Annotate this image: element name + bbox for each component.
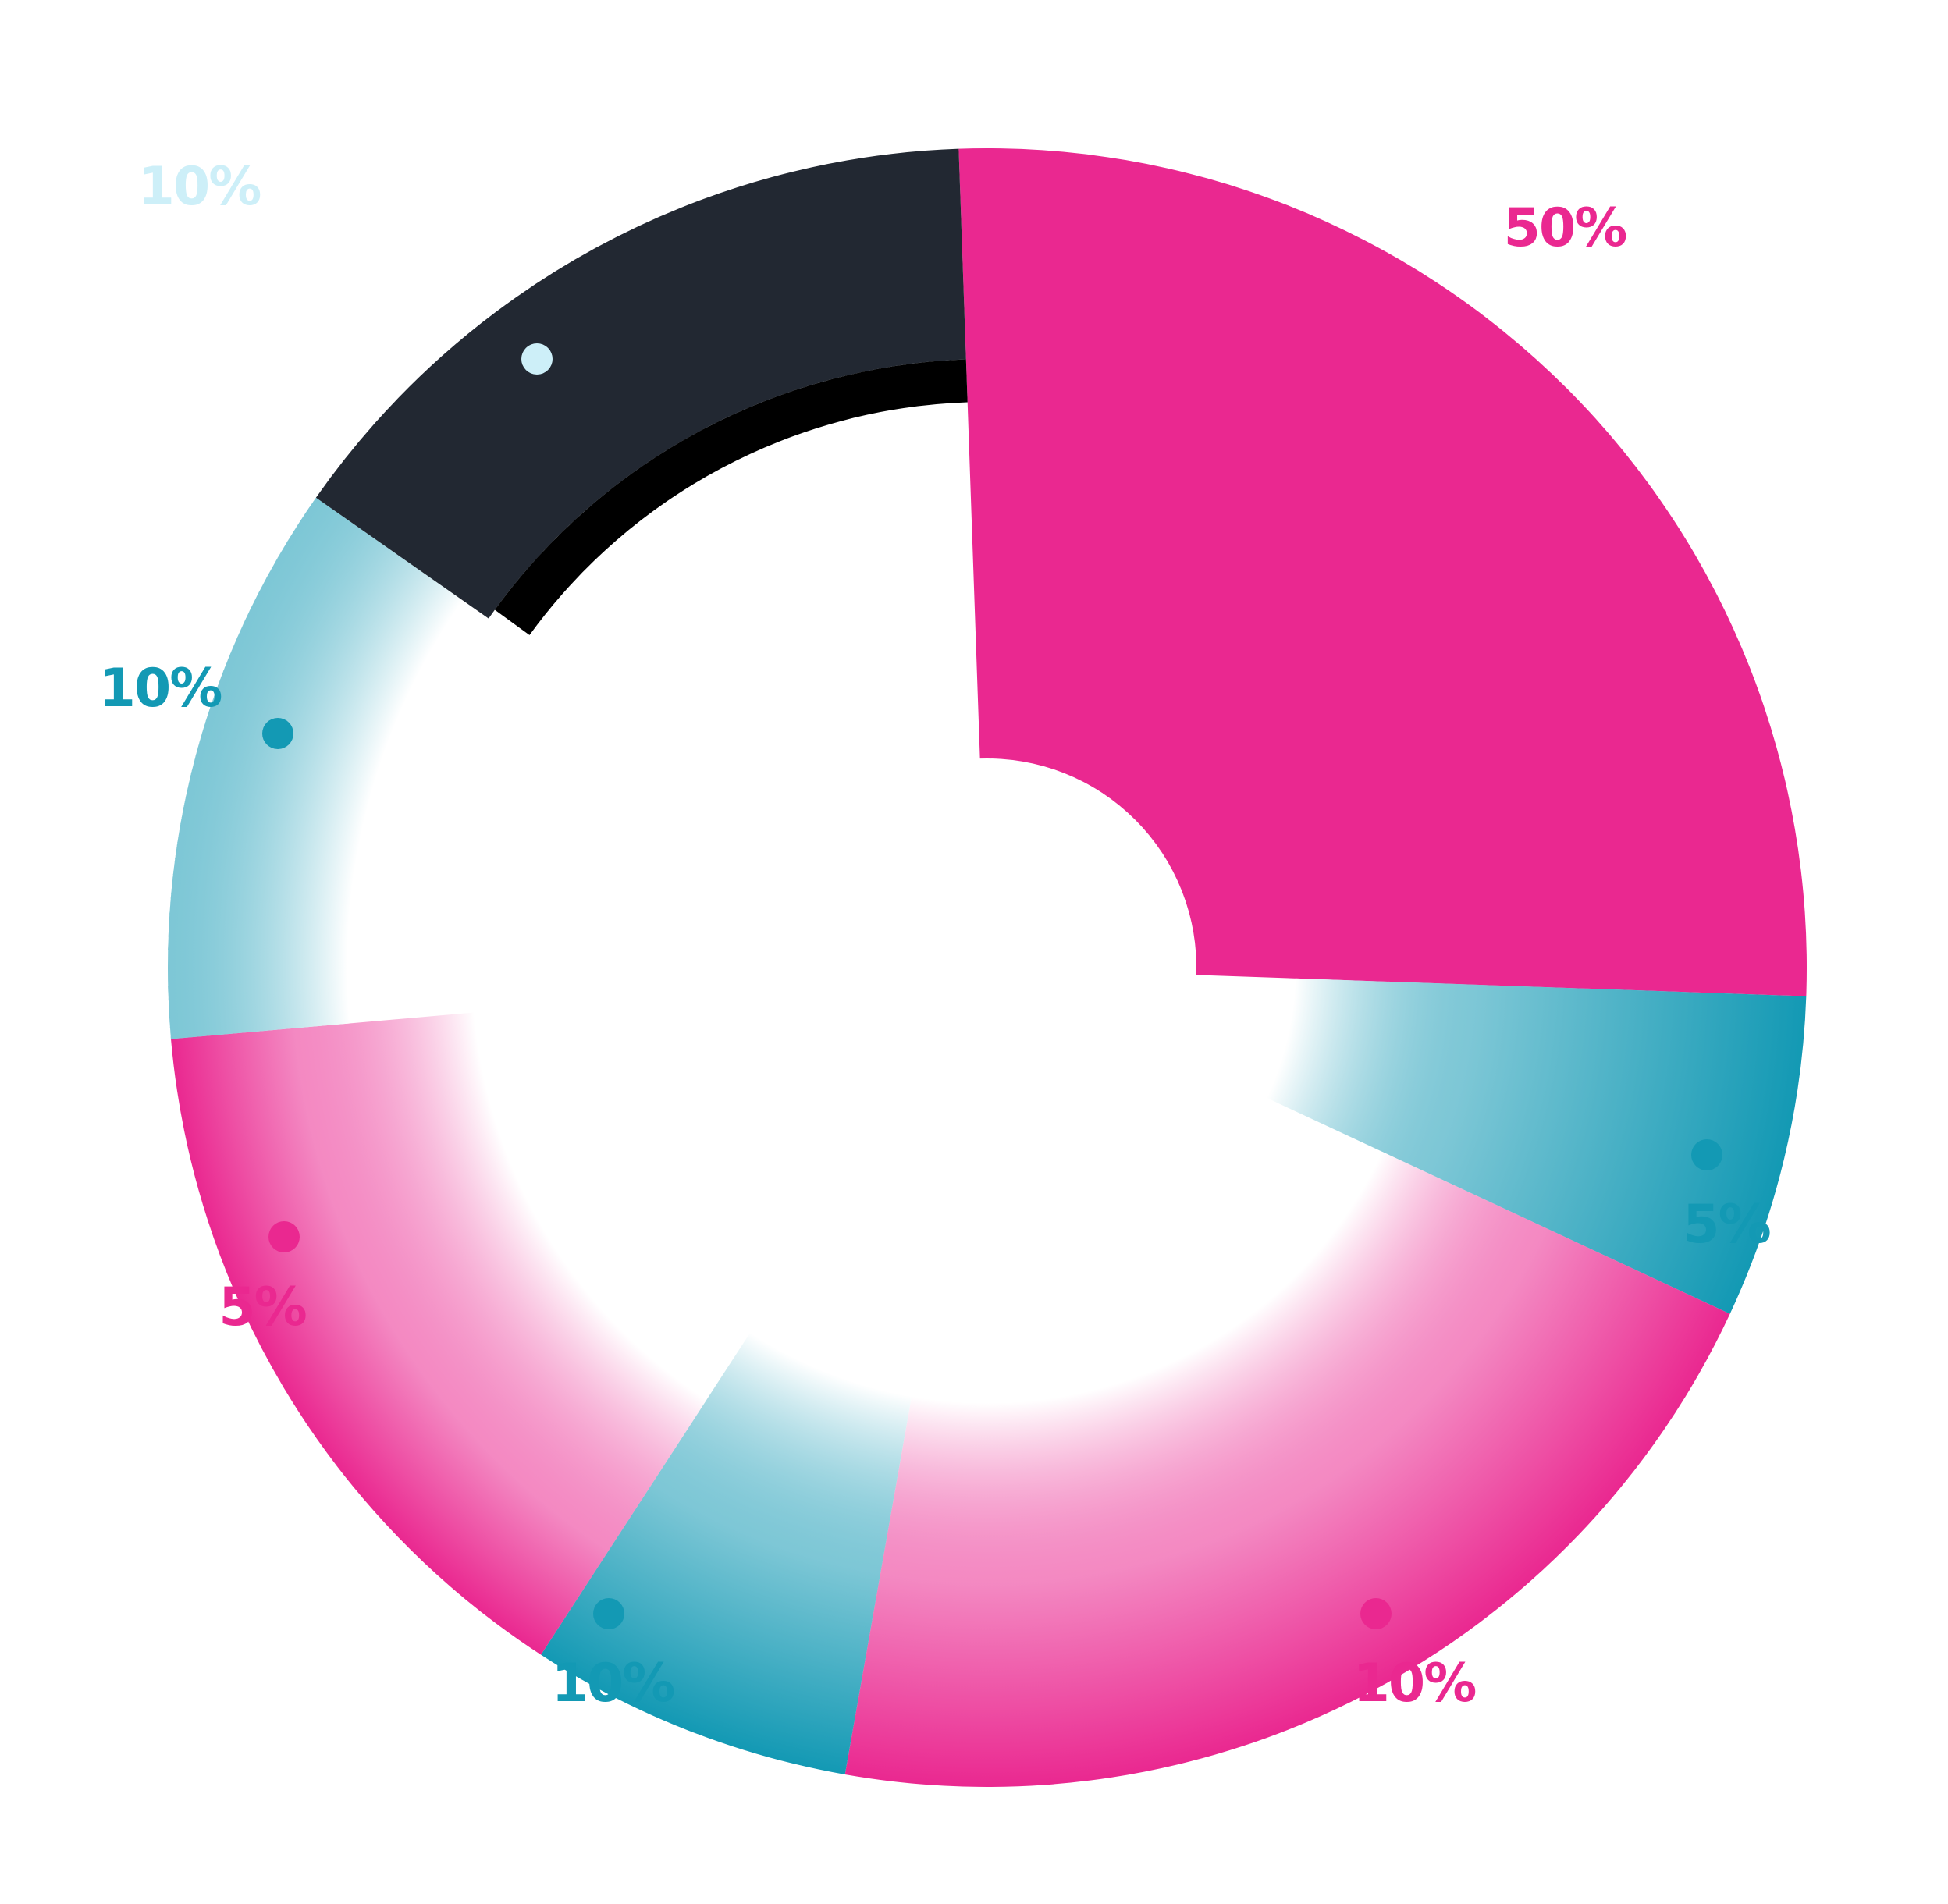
- slice-2-marker-dot: [1691, 1139, 1722, 1170]
- slice-7-marker-dot: [521, 343, 553, 375]
- slice-1-marker-dot: [1520, 421, 1551, 453]
- slice-3-marker-dot: [1360, 1598, 1392, 1629]
- slice-6-label: 10%: [99, 658, 222, 719]
- slice-3: [844, 1151, 1730, 1787]
- slice-5: [170, 1012, 707, 1655]
- slice-1: [958, 148, 1807, 996]
- slice-2-label: 5%: [1683, 1194, 1769, 1256]
- slice-5-label: 5%: [219, 1277, 305, 1338]
- slice-5-marker-dot: [268, 1221, 300, 1252]
- slice-layer: [167, 148, 1807, 1787]
- slice-6: [167, 497, 464, 1039]
- slice-2: [1266, 978, 1807, 1314]
- marker-layer: [262, 343, 1722, 1629]
- label-layer: 50% 5% 10% 10% 5% 10% 10%: [99, 156, 1772, 1714]
- slice-7: [315, 148, 966, 619]
- slice-4: [541, 1332, 912, 1775]
- slice-4-label: 10%: [552, 1653, 674, 1714]
- slice-6-marker-dot: [262, 718, 293, 749]
- slice-4-marker-dot: [593, 1598, 624, 1629]
- slice-7-label: 10%: [138, 156, 261, 218]
- slice-1-label: 50%: [1504, 197, 1626, 259]
- slice-3-label: 10%: [1353, 1653, 1476, 1714]
- slice-7-inner-band: [494, 359, 968, 635]
